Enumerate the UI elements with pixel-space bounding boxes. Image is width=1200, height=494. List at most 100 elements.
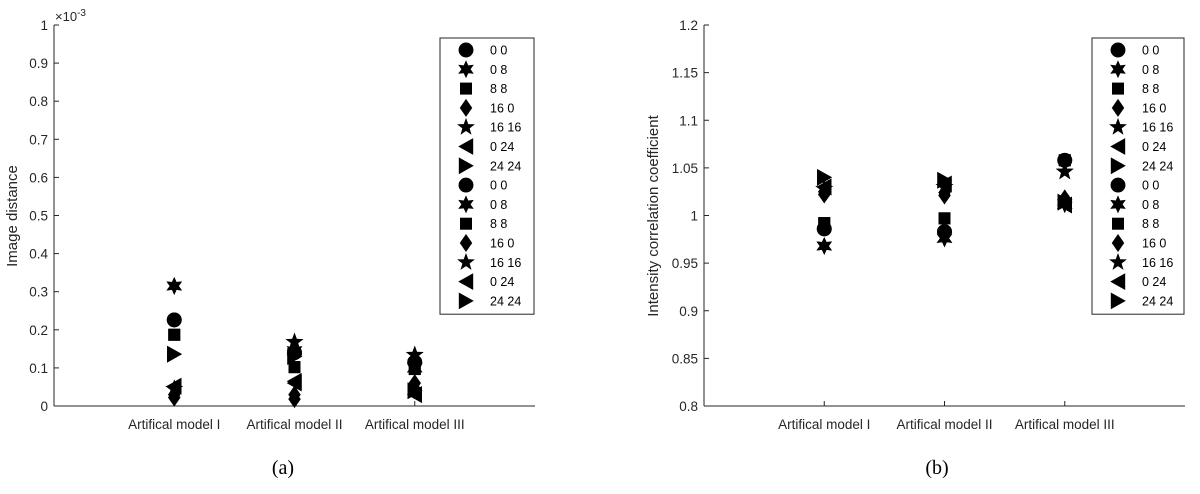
legend-marker-triangle-right bbox=[1110, 292, 1126, 310]
legend-marker-pentagram bbox=[1109, 117, 1127, 135]
y-tick-label: 0.5 bbox=[29, 209, 48, 224]
legend-label: 16 16 bbox=[1142, 256, 1173, 270]
data-point-square bbox=[288, 361, 301, 374]
legend-label: 8 8 bbox=[1142, 217, 1159, 231]
data-point-triangle-right bbox=[817, 169, 833, 186]
data-point-hexagram bbox=[936, 229, 953, 248]
legend-label: 16 16 bbox=[490, 256, 521, 270]
panel-b-caption: (b) bbox=[925, 457, 948, 479]
legend-marker-diamond bbox=[459, 234, 473, 252]
panel-b-ylabel: Intensity correlation coefficient bbox=[645, 114, 662, 316]
legend-marker-hexagram bbox=[1110, 60, 1126, 79]
legend-marker-diamond bbox=[1111, 234, 1125, 252]
data-point-diamond bbox=[288, 385, 301, 404]
legend-marker-circle bbox=[458, 177, 474, 193]
y-tick-label: 0.9 bbox=[679, 304, 698, 319]
legend-label: 0 0 bbox=[490, 44, 507, 58]
y-tick-label: 0.6 bbox=[29, 170, 48, 185]
data-point-pentagram bbox=[285, 332, 304, 350]
legend-marker-triangle-left bbox=[458, 138, 474, 155]
legend-label: 8 8 bbox=[490, 217, 507, 231]
legend-marker-hexagram bbox=[458, 195, 474, 214]
legend-marker-triangle-left bbox=[458, 273, 474, 290]
legend-label: 0 24 bbox=[490, 140, 514, 154]
panel-a-caption: (a) bbox=[272, 457, 294, 479]
y-tick-label: 0 bbox=[40, 399, 48, 414]
panel-a-ylabel: Image distance bbox=[4, 165, 21, 267]
data-point-circle bbox=[166, 312, 182, 328]
y-tick-label: 1.15 bbox=[672, 66, 698, 81]
y-tick-label: 1.05 bbox=[672, 161, 698, 176]
data-point-triangle-right bbox=[1057, 193, 1073, 211]
data-point-triangle-right bbox=[937, 171, 953, 189]
panel-a-image-distance: Image distance ×10-3 (a) bbox=[4, 8, 294, 479]
x-tick-label: Artifical model I bbox=[128, 417, 220, 432]
legend-marker-square bbox=[1112, 82, 1124, 95]
legend-label: 16 16 bbox=[490, 121, 521, 135]
y-tick-label: 0.1 bbox=[29, 361, 48, 376]
legend-label: 0 8 bbox=[490, 198, 507, 212]
data-point-pentagram bbox=[405, 345, 424, 363]
panel-a-plot: 0 0.1 0.2 0.3 0.4 0.5 0.6 0.7 0.8 0.9 1 Artifical m… bbox=[29, 18, 535, 432]
y-tick-label: 0.7 bbox=[29, 132, 48, 147]
legend-label: 0 8 bbox=[1142, 198, 1159, 212]
legend-label: 0 24 bbox=[490, 275, 514, 289]
legend-marker-triangle-right bbox=[458, 292, 474, 310]
x-tick-label: Artifical model III bbox=[365, 417, 465, 432]
legend-label: 0 8 bbox=[490, 63, 507, 77]
legend-label: 16 16 bbox=[1142, 121, 1173, 135]
legend-label: 8 8 bbox=[490, 82, 507, 96]
data-point-hexagram bbox=[286, 341, 303, 360]
legend-marker-pentagram bbox=[457, 252, 475, 270]
x-tick-label: Artifical model III bbox=[1015, 417, 1115, 432]
legend-marker-diamond bbox=[459, 98, 473, 117]
legend: 0 0 0 8 8 8 16 0 16 16 0 24 24 24 0 0 0 8 8 8 16 0… bbox=[1091, 37, 1185, 315]
x-tick-label: Artifical model II bbox=[896, 417, 992, 432]
data-point-square bbox=[1058, 154, 1071, 167]
data-point-triangle-right bbox=[407, 382, 423, 400]
data-point-pentagram bbox=[1055, 162, 1074, 180]
y-tick-label: 0.2 bbox=[29, 323, 48, 338]
y-tick-label: 0.9 bbox=[29, 56, 48, 71]
legend-label: 24 24 bbox=[1142, 159, 1173, 173]
legend-marker-triangle-right bbox=[1110, 157, 1126, 175]
legend-label: 16 0 bbox=[490, 101, 514, 115]
legend-label: 0 0 bbox=[1142, 44, 1159, 58]
legend-label: 24 24 bbox=[490, 294, 521, 308]
legend-marker-square bbox=[460, 217, 472, 230]
y-tick-label: 0.8 bbox=[29, 94, 48, 109]
y-tick-label: 1.2 bbox=[679, 18, 698, 33]
data-point-triangle-left bbox=[166, 377, 182, 395]
data-point-square bbox=[818, 217, 831, 230]
data-point-triangle-left bbox=[286, 372, 302, 390]
legend-label: 24 24 bbox=[1142, 294, 1173, 308]
legend-label: 0 8 bbox=[1142, 63, 1159, 77]
legend-marker-triangle-left bbox=[1110, 273, 1126, 290]
legend-marker-square bbox=[1112, 217, 1124, 230]
data-point-hexagram bbox=[816, 236, 833, 255]
legend-label: 16 0 bbox=[1142, 101, 1166, 115]
y-tick-label: 1 bbox=[40, 18, 48, 33]
data-point-triangle-right bbox=[167, 345, 183, 363]
legend-marker-circle bbox=[458, 42, 474, 58]
legend-marker-pentagram bbox=[1109, 252, 1127, 270]
legend-box bbox=[1091, 37, 1185, 315]
y-tick-label: 0.8 bbox=[679, 399, 698, 414]
data-point-triangle-right bbox=[287, 348, 303, 365]
legend-marker-hexagram bbox=[1110, 195, 1126, 214]
panel-a-exponent: ×10-3 bbox=[55, 8, 86, 24]
legend-marker-diamond bbox=[1111, 98, 1125, 117]
panel-b-plot: 0.8 0.85 0.9 0.95 1 1.05 1.1 1.15 1.2 Artifical m… bbox=[672, 18, 1185, 432]
y-tick-label: 0.95 bbox=[672, 256, 698, 271]
legend-label: 0 24 bbox=[1142, 140, 1166, 154]
data-point-square bbox=[168, 328, 181, 341]
legend-marker-circle bbox=[1110, 177, 1126, 193]
legend-label: 0 0 bbox=[490, 179, 507, 193]
y-tick-label: 0.85 bbox=[672, 351, 698, 366]
legend-box bbox=[439, 37, 535, 315]
x-tick-label: Artifical model I bbox=[778, 417, 870, 432]
data-point-square bbox=[408, 363, 421, 376]
y-tick-label: 1.1 bbox=[679, 113, 698, 128]
legend-label: 24 24 bbox=[490, 159, 521, 173]
